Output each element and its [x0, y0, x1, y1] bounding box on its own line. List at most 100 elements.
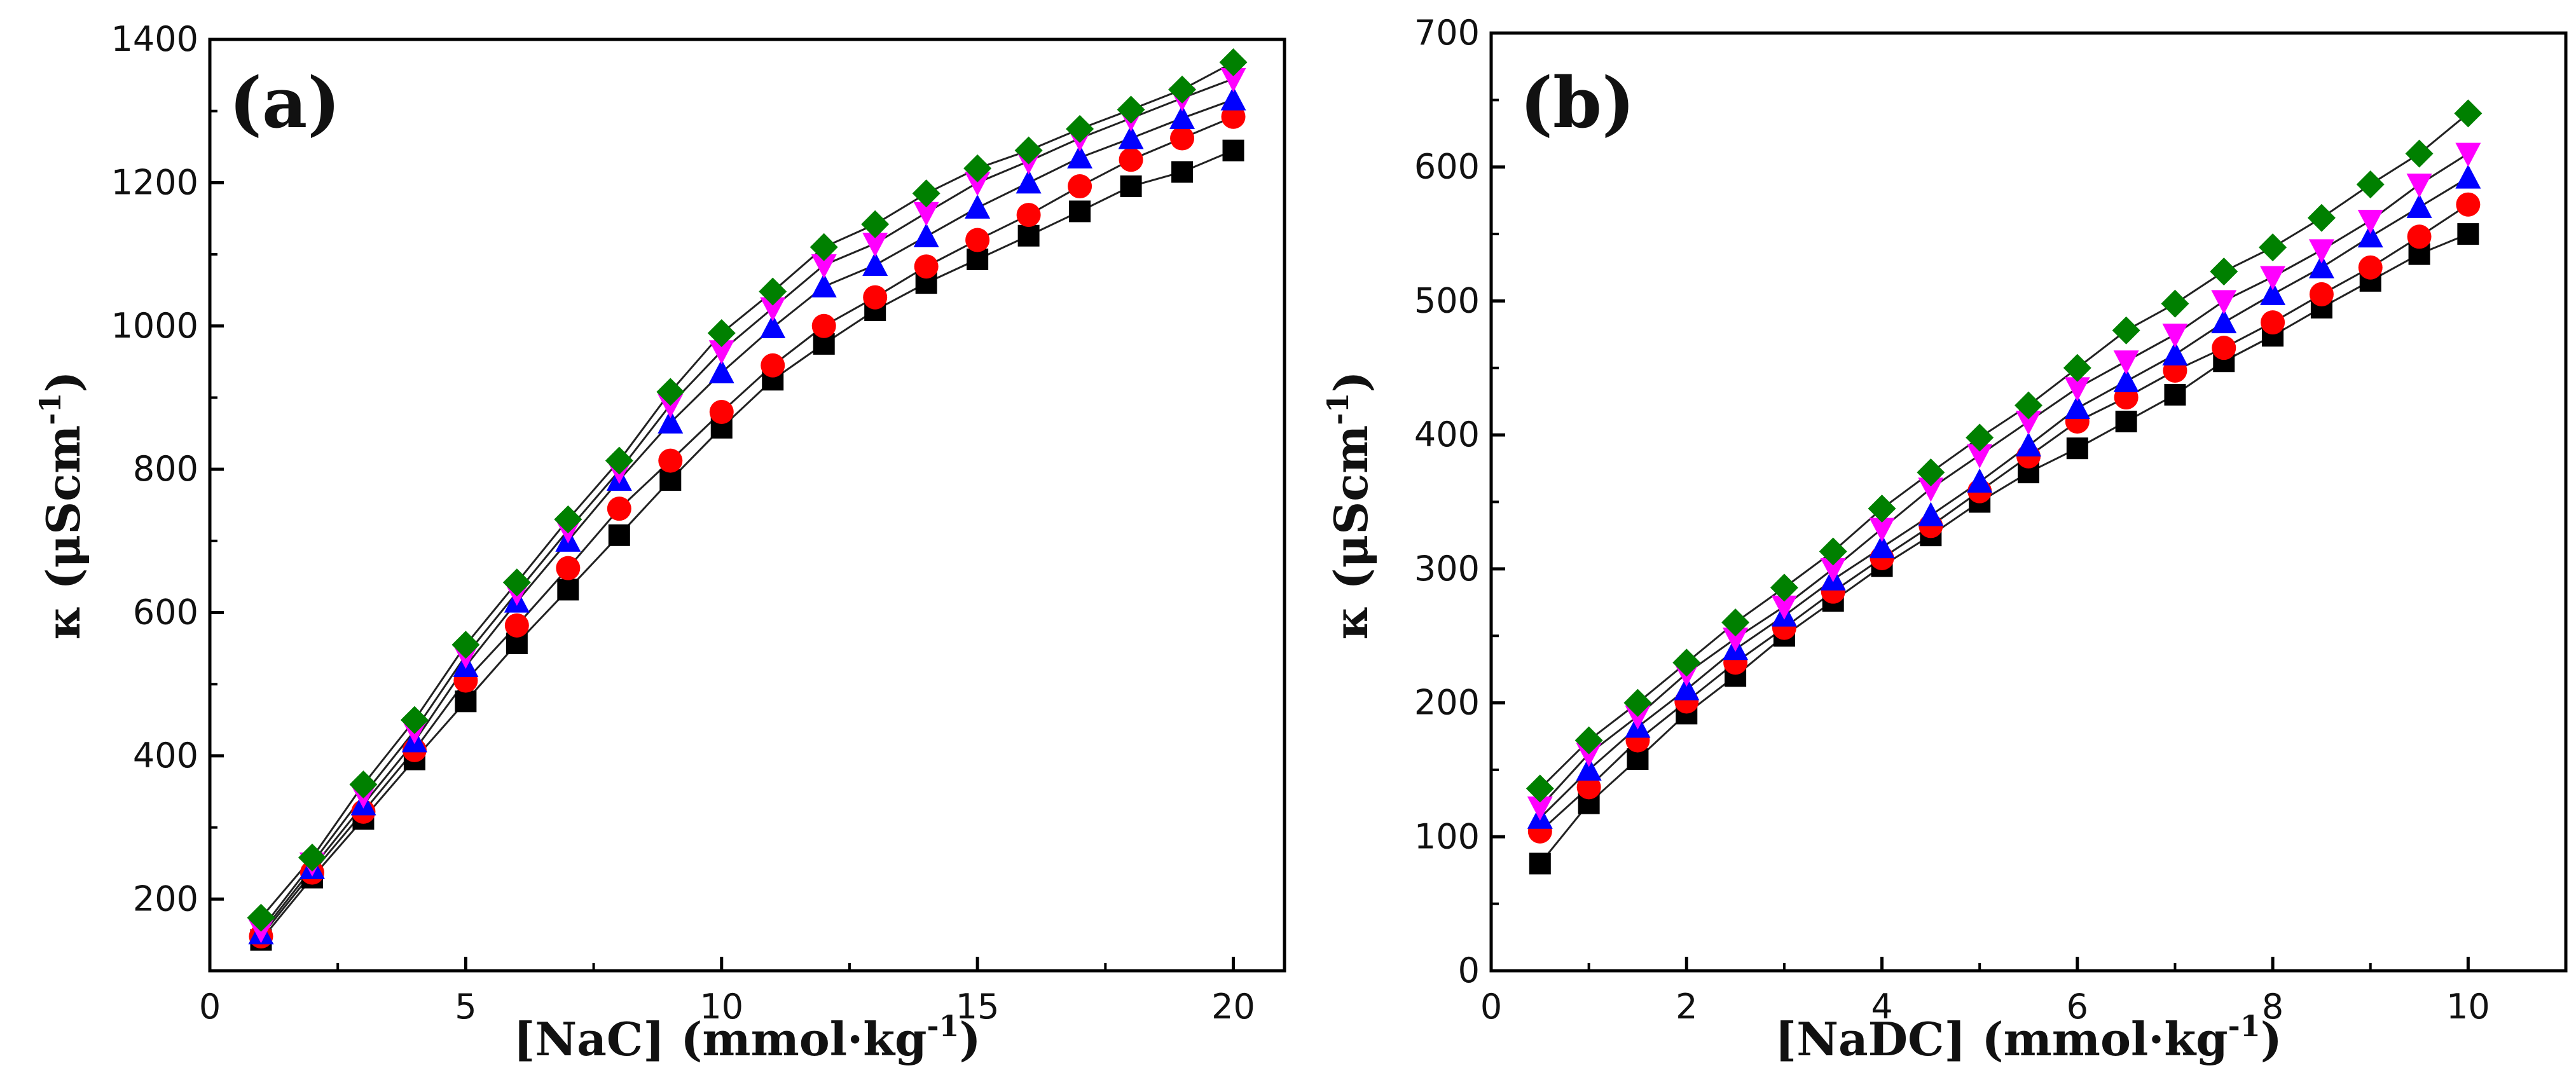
data-point-a-3: [1220, 86, 1246, 111]
data-point-a-2: [1068, 174, 1092, 199]
data-point-b-5: [1672, 648, 1701, 677]
data-point-b-5: [2210, 257, 2238, 286]
data-point-a-3: [811, 273, 837, 298]
data-point-a-2: [1016, 203, 1041, 228]
series-layer-a: [247, 48, 1248, 951]
x-tick-label-a: 10: [699, 987, 743, 1027]
panel-label-b: (b): [1520, 62, 1635, 144]
data-point-a-1: [1069, 200, 1091, 223]
x-tick-label-b: 10: [2446, 987, 2490, 1027]
data-point-a-5: [451, 631, 480, 659]
x-axis-title-b: [NaDC] (mmol·kg-1): [1775, 1009, 2282, 1066]
data-point-b-4: [1820, 558, 1846, 582]
data-point-b-2: [2456, 192, 2481, 217]
data-point-b-3: [2162, 341, 2188, 366]
data-point-a-2: [1119, 147, 1143, 172]
data-point-a-5: [400, 706, 429, 734]
data-point-a-3: [760, 314, 786, 339]
y-tick-label-a: 1200: [111, 162, 198, 202]
data-point-b-4: [2455, 142, 2481, 167]
data-point-a-2: [658, 448, 683, 473]
data-point-b-3: [2064, 395, 2090, 419]
data-point-b-1: [2457, 223, 2479, 245]
data-point-a-4: [913, 202, 939, 226]
data-point-b-4: [1527, 796, 1553, 821]
data-point-b-2: [2358, 255, 2383, 280]
data-point-a-1: [1120, 175, 1142, 198]
data-point-a-5: [247, 903, 275, 932]
data-point-b-4: [2406, 174, 2432, 198]
data-point-a-1: [455, 690, 477, 713]
x-tick-label-a: 0: [199, 987, 221, 1027]
data-point-b-1: [2115, 411, 2137, 433]
data-point-a-5: [1066, 114, 1094, 143]
data-point-a-1: [1017, 224, 1040, 247]
data-point-a-4: [965, 172, 991, 196]
series-line-a-1: [260, 149, 1234, 941]
data-point-b-3: [2357, 223, 2383, 248]
data-point-b-3: [2455, 164, 2481, 189]
data-point-a-3: [913, 223, 939, 247]
data-point-b-5: [1770, 573, 1798, 602]
data-point-b-2: [2212, 336, 2236, 360]
data-point-b-5: [1623, 688, 1652, 717]
data-point-b-3: [2113, 367, 2139, 392]
x-tick-label-a: 5: [455, 987, 476, 1027]
data-point-b-5: [1721, 608, 1750, 637]
y-tick-label-b: 300: [1414, 549, 1480, 589]
data-point-a-5: [707, 319, 736, 348]
data-point-b-4: [1771, 595, 1797, 620]
y-tick-label-b: 400: [1414, 414, 1480, 455]
data-point-a-5: [963, 154, 992, 182]
data-point-b-5: [2063, 353, 2091, 382]
plot-frame-b: [1489, 31, 2568, 973]
data-point-a-1: [608, 524, 630, 546]
y-axis-title-b: κ (μScm-1): [1321, 371, 1378, 640]
data-point-a-3: [658, 409, 684, 434]
y-axis-title-a: κ (μScm-1): [33, 371, 90, 640]
x-tick-label-a: 15: [956, 987, 1000, 1027]
data-point-a-2: [811, 313, 836, 338]
data-point-a-3: [1067, 144, 1093, 168]
data-point-b-4: [1723, 627, 1749, 652]
data-point-b-2: [2309, 282, 2334, 306]
data-point-a-2: [1221, 104, 1246, 129]
panel-label-a: (a): [229, 62, 340, 144]
data-point-a-4: [708, 340, 734, 365]
data-point-a-5: [298, 843, 326, 872]
data-point-b-5: [2307, 203, 2336, 232]
data-point-a-5: [912, 179, 940, 208]
data-point-b-4: [1625, 705, 1651, 730]
y-tick-label-b: 500: [1414, 280, 1480, 320]
data-point-b-5: [2112, 316, 2140, 345]
data-point-a-1: [557, 579, 579, 601]
y-tick-label-b: 700: [1414, 13, 1480, 53]
data-point-a-4: [811, 254, 837, 278]
x-tick-label-b: 2: [1676, 987, 1697, 1027]
data-point-b-2: [1576, 775, 1601, 800]
data-point-a-3: [1169, 104, 1195, 129]
data-point-b-3: [1576, 756, 1602, 781]
axis-ticks-a: 0 5 10 15 20 200 400 600 800 1000 1200 1400: [111, 19, 1255, 1027]
data-point-b-5: [2356, 170, 2385, 199]
y-tick-label-a: 1400: [111, 19, 198, 59]
data-point-a-2: [761, 353, 785, 378]
data-point-b-1: [2164, 383, 2186, 406]
data-point-a-5: [605, 446, 633, 475]
data-point-a-1: [1171, 161, 1194, 183]
y-tick-label-b: 100: [1414, 816, 1480, 856]
data-point-a-2: [965, 228, 990, 252]
data-point-b-4: [2016, 411, 2041, 435]
data-point-b-4: [1967, 444, 1993, 469]
x-axis-title-a: [NaC] (mmol·kg-1): [513, 1009, 981, 1066]
series-line-a-2: [260, 116, 1234, 937]
data-point-a-3: [708, 359, 734, 384]
y-tick-label-b: 200: [1414, 683, 1480, 723]
data-point-b-3: [1869, 534, 1895, 559]
data-point-b-4: [1869, 517, 1895, 542]
data-point-a-4: [658, 394, 684, 418]
series-line-a-3: [260, 99, 1234, 935]
data-point-b-3: [1967, 468, 1993, 493]
